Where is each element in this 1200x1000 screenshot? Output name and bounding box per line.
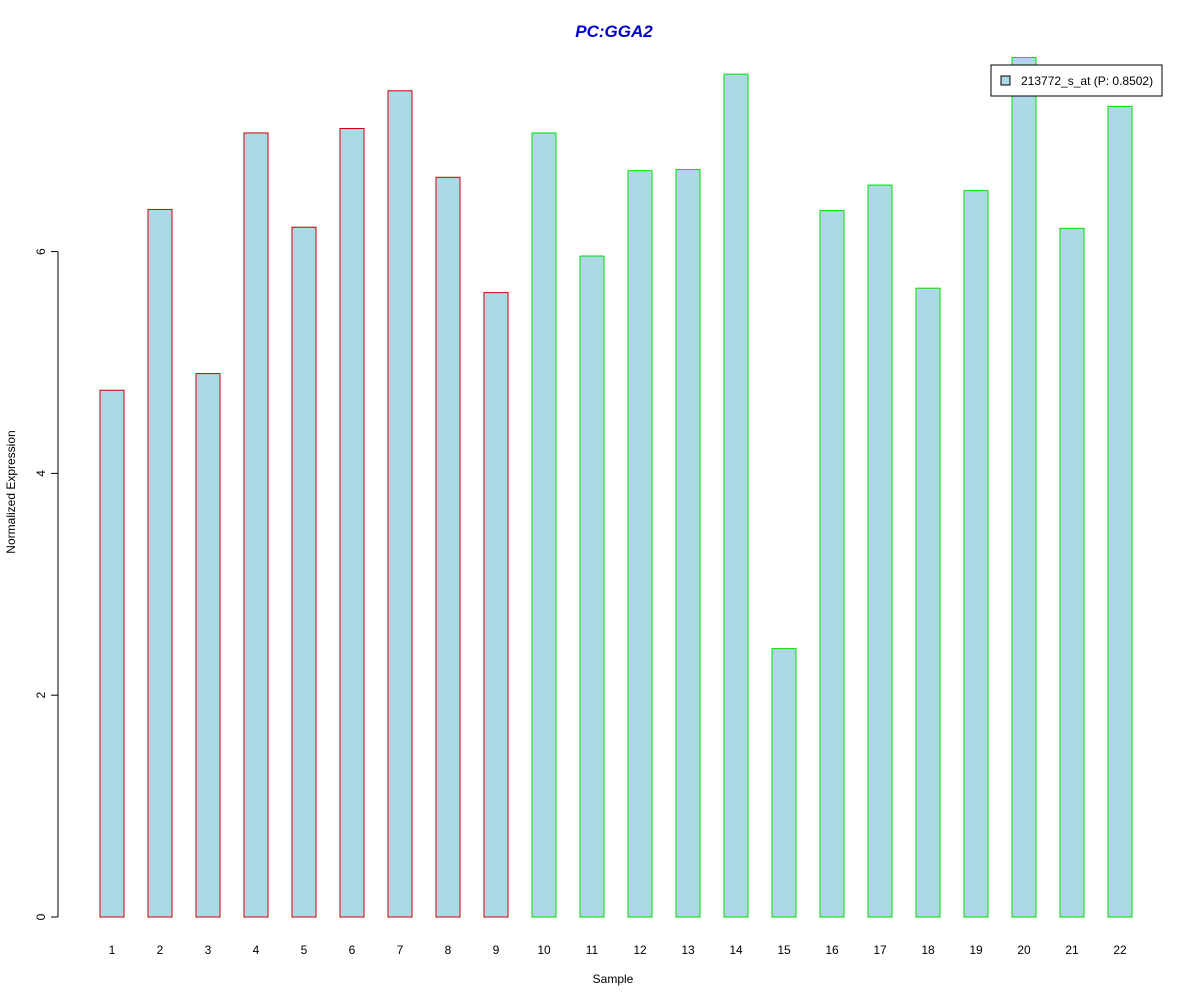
bar-sample-10 xyxy=(531,132,557,918)
x-tick-label: 14 xyxy=(729,943,743,957)
bar-sample-21 xyxy=(1059,227,1085,918)
bar-sample-17 xyxy=(867,184,893,918)
x-tick-labels: 1 2 3 4 5 6 7 8 9 10 11 12 13 14 15 16 17 18 19 20 21 22 xyxy=(109,943,1127,957)
bar-sample-15 xyxy=(771,648,797,918)
x-tick-label: 9 xyxy=(493,943,500,957)
x-tick-label: 12 xyxy=(633,943,647,957)
x-tick-label: 4 xyxy=(253,943,260,957)
x-tick-label: 3 xyxy=(205,943,212,957)
chart-title: PC:GGA2 xyxy=(575,22,653,41)
bar-sample-11 xyxy=(579,255,605,918)
x-tick-label: 6 xyxy=(349,943,356,957)
bar-sample-12 xyxy=(627,170,653,918)
x-tick-label: 8 xyxy=(445,943,452,957)
x-tick-label: 21 xyxy=(1065,943,1079,957)
bar-sample-20 xyxy=(1011,57,1037,918)
x-tick-label: 11 xyxy=(586,943,599,957)
bar-sample-22 xyxy=(1107,105,1133,918)
bar-sample-8 xyxy=(435,176,461,918)
bar-sample-16 xyxy=(819,210,845,918)
y-tick-label: 4 xyxy=(34,470,48,477)
bar-sample-6 xyxy=(339,128,365,918)
legend-box xyxy=(990,64,1163,97)
x-tick-label: 18 xyxy=(921,943,935,957)
bar-sample-4 xyxy=(243,132,269,918)
bar-sample-1 xyxy=(99,389,125,918)
x-tick-label: 1 xyxy=(109,943,116,957)
x-tick-label: 2 xyxy=(157,943,164,957)
x-tick-label: 10 xyxy=(537,943,551,957)
bars xyxy=(99,57,1133,918)
x-tick-label: 5 xyxy=(301,943,308,957)
y-tick-label: 6 xyxy=(34,248,48,255)
legend: 213772_s_at (P: 0.8502) xyxy=(990,64,1163,97)
y-tick-label: 0 xyxy=(34,913,48,920)
x-tick-label: 22 xyxy=(1113,943,1127,957)
y-axis-label: Normalized Expression xyxy=(4,430,18,553)
bar-sample-2 xyxy=(147,208,173,918)
x-tick-label: 16 xyxy=(825,943,839,957)
legend-swatch xyxy=(1000,75,1011,86)
x-tick-label: 17 xyxy=(873,943,887,957)
y-tick-label: 2 xyxy=(34,692,48,699)
x-tick-label: 19 xyxy=(969,943,983,957)
bar-sample-9 xyxy=(483,292,509,918)
bar-sample-18 xyxy=(915,287,941,918)
bar-sample-19 xyxy=(963,190,989,918)
bar-sample-14 xyxy=(723,73,749,918)
x-tick-label: 7 xyxy=(397,943,404,957)
x-tick-label: 20 xyxy=(1017,943,1031,957)
bar-sample-13 xyxy=(675,169,701,918)
bar-sample-7 xyxy=(387,90,413,918)
bar-sample-3 xyxy=(195,373,221,918)
x-tick-label: 15 xyxy=(777,943,791,957)
x-axis-label: Sample xyxy=(593,972,634,986)
bar-sample-5 xyxy=(291,226,317,918)
legend-label: 213772_s_at (P: 0.8502) xyxy=(1021,74,1153,88)
x-tick-label: 13 xyxy=(681,943,695,957)
y-axis: 0 2 4 6 xyxy=(34,248,59,920)
